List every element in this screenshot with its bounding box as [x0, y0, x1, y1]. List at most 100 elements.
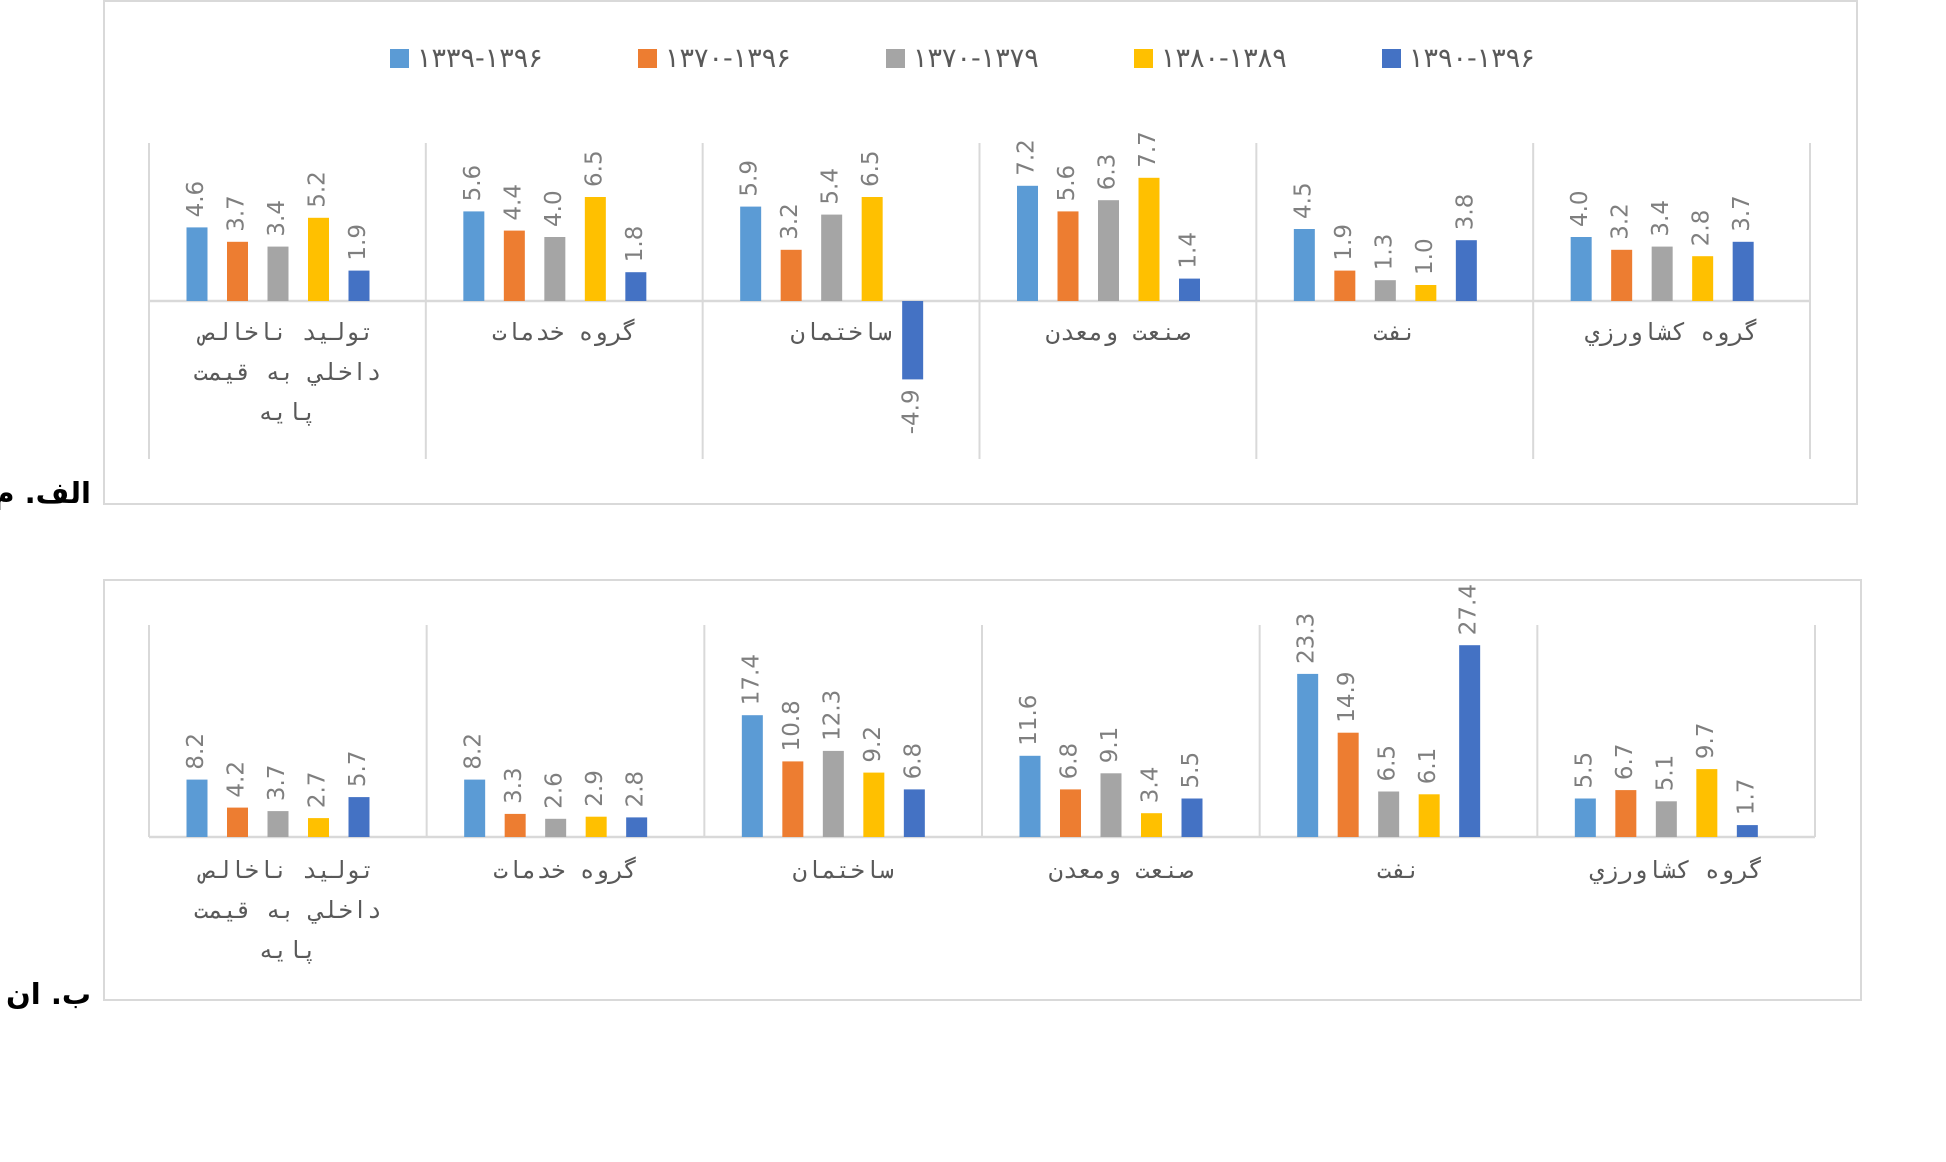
chart-0-bar: [821, 214, 843, 301]
chart-1-bar: [464, 779, 486, 837]
chart-1-bar: [504, 813, 526, 837]
chart-0-bar: [780, 249, 802, 301]
chart-1-bar: [227, 807, 248, 837]
chart-0-data-label: 5.9: [737, 160, 763, 197]
chart-1-data-label: 27.4: [1456, 584, 1482, 635]
chart-0-bar: [1293, 229, 1315, 301]
chart-0-bar: [308, 217, 329, 301]
chart-0-bar: [902, 301, 924, 380]
chart-1-bar: [1736, 825, 1758, 837]
chart-1-data-label: 5.5: [1571, 752, 1597, 789]
chart-1-bar: [782, 761, 804, 837]
chart-1-data-label: 6.8: [900, 743, 926, 780]
chart-1-bar: [1297, 673, 1319, 837]
chart-1-bar: [1378, 791, 1400, 837]
chart-1-data-label: 11.6: [1016, 695, 1042, 746]
legend-item-label: ۱۳۹۰-۱۳۹۶: [1409, 43, 1535, 74]
chart-0-data-label: 3.7: [1729, 195, 1755, 232]
chart-0-bar: [1415, 285, 1437, 301]
chart-0-data-label: 5.2: [305, 171, 331, 208]
chart-0-data-label: 1.9: [1331, 224, 1357, 261]
chart-1-bar: [267, 811, 289, 837]
chart-0-data-label: 6.5: [858, 150, 884, 187]
chart-0-bar: [1374, 280, 1396, 301]
chart-1-data-label: 8.2: [183, 733, 209, 770]
chart-0-bar: [1098, 200, 1119, 301]
chart-0-category-label: پايه: [259, 398, 317, 426]
panel-b-caption: ب. ان: [6, 977, 91, 1011]
chart-0-bar: [1138, 177, 1160, 301]
chart-0-data-label: 3.8: [1452, 194, 1478, 231]
chart-1-bar: [1655, 801, 1677, 837]
chart-1-category-label: ساختمان: [793, 856, 894, 884]
chart-1-category-label: توليد ناخالص: [197, 856, 374, 884]
chart-0-data-label: 3.7: [224, 195, 250, 232]
chart-1-data-label: 5.5: [1178, 752, 1204, 789]
chart-1-data-label: 17.4: [738, 654, 764, 705]
chart-0-bar: [1017, 185, 1038, 301]
chart-0-data-label: 7.7: [1135, 131, 1161, 168]
chart-0-category-label: نفت: [1373, 318, 1416, 346]
chart-1-data-label: 8.2: [461, 733, 487, 770]
panel-a-caption: الف. م: [0, 476, 91, 510]
chart-0-data-label: 6.5: [581, 150, 607, 187]
chart-0-data-label: 3.4: [1648, 200, 1674, 237]
chart-0-bar: [584, 197, 606, 301]
chart-1-bar: [1337, 732, 1359, 837]
chart-1-bar: [348, 797, 370, 837]
chart-1-category-label: صنعت ومعدن: [1049, 856, 1194, 884]
chart-1-category-label: پايه: [259, 936, 317, 964]
chart-1-category-label: گروه خدمات: [493, 856, 638, 884]
chart-1-data-label: 9.1: [1097, 727, 1123, 764]
chart-1-data-label: 23.3: [1294, 613, 1320, 664]
chart-0-data-label: 4.0: [541, 190, 567, 227]
chart-1-data-label: 6.1: [1415, 748, 1441, 785]
chart-0-bar: [463, 211, 485, 301]
chart-0-bar: [1732, 241, 1754, 301]
chart-0-data-label: -4.9: [899, 389, 925, 434]
chart-0-data-label: 1.9: [345, 224, 371, 261]
chart-0-bar: [1455, 240, 1477, 301]
chart-1-bar: [1459, 645, 1481, 837]
chart-1-bar: [822, 750, 844, 837]
chart-0-bar: [861, 197, 883, 301]
chart-1-data-label: 6.8: [1057, 743, 1083, 780]
chart-1-data-label: 3.4: [1138, 767, 1164, 804]
chart-1-data-label: 3.3: [501, 767, 527, 804]
chart-1-bar: [1181, 798, 1203, 837]
chart-1-data-label: 5.7: [345, 751, 371, 788]
legend-item-label: ۱۳۷۰-۱۳۹۶: [665, 43, 791, 74]
chart-0-bar: [227, 241, 248, 301]
chart-0-bar: [267, 246, 289, 301]
chart-0-data-label: 4.0: [1567, 190, 1593, 227]
chart-1-data-label: 6.7: [1612, 744, 1638, 781]
chart-1-bar: [1615, 790, 1637, 837]
chart-1-data-label: 2.9: [582, 770, 608, 807]
legend-swatch: [638, 49, 657, 68]
chart-1-category-label: نفت: [1377, 856, 1420, 884]
chart-0-bar: [544, 237, 566, 301]
chart-0-data-label: 2.8: [1689, 210, 1715, 247]
chart-0-category-label: گروه خدمات: [492, 318, 637, 346]
chart-0-data-label: 1.3: [1371, 234, 1397, 271]
chart-1-data-label: 14.9: [1334, 671, 1360, 722]
chart-0-bar: [625, 272, 647, 301]
chart-0-category-label: صنعت ومعدن: [1046, 318, 1191, 346]
chart-1-bar: [1574, 798, 1596, 837]
chart-1-bar: [1100, 773, 1122, 837]
chart-0-bar: [1651, 246, 1673, 301]
chart-0-data-label: 5.6: [1054, 165, 1080, 202]
chart-1-bar: [1696, 769, 1718, 837]
chart-0-data-label: 4.4: [500, 184, 526, 221]
legend-item-label: ۱۳۸۰-۱۳۸۹: [1161, 43, 1287, 74]
chart-1-bar: [186, 779, 208, 837]
chart-0-category-label: گروه كشاورزي: [1585, 318, 1758, 346]
chart-0-data-label: 3.2: [777, 203, 803, 240]
chart-1-bar: [308, 818, 329, 837]
chart-0-category-label: توليد ناخالص: [197, 318, 374, 346]
chart-1-bar: [585, 816, 607, 837]
chart-1-bar: [1141, 813, 1162, 837]
chart-1-bar: [903, 789, 925, 837]
chart-0-data-label: 1.0: [1412, 238, 1438, 275]
chart-0-bar: [1570, 237, 1592, 301]
